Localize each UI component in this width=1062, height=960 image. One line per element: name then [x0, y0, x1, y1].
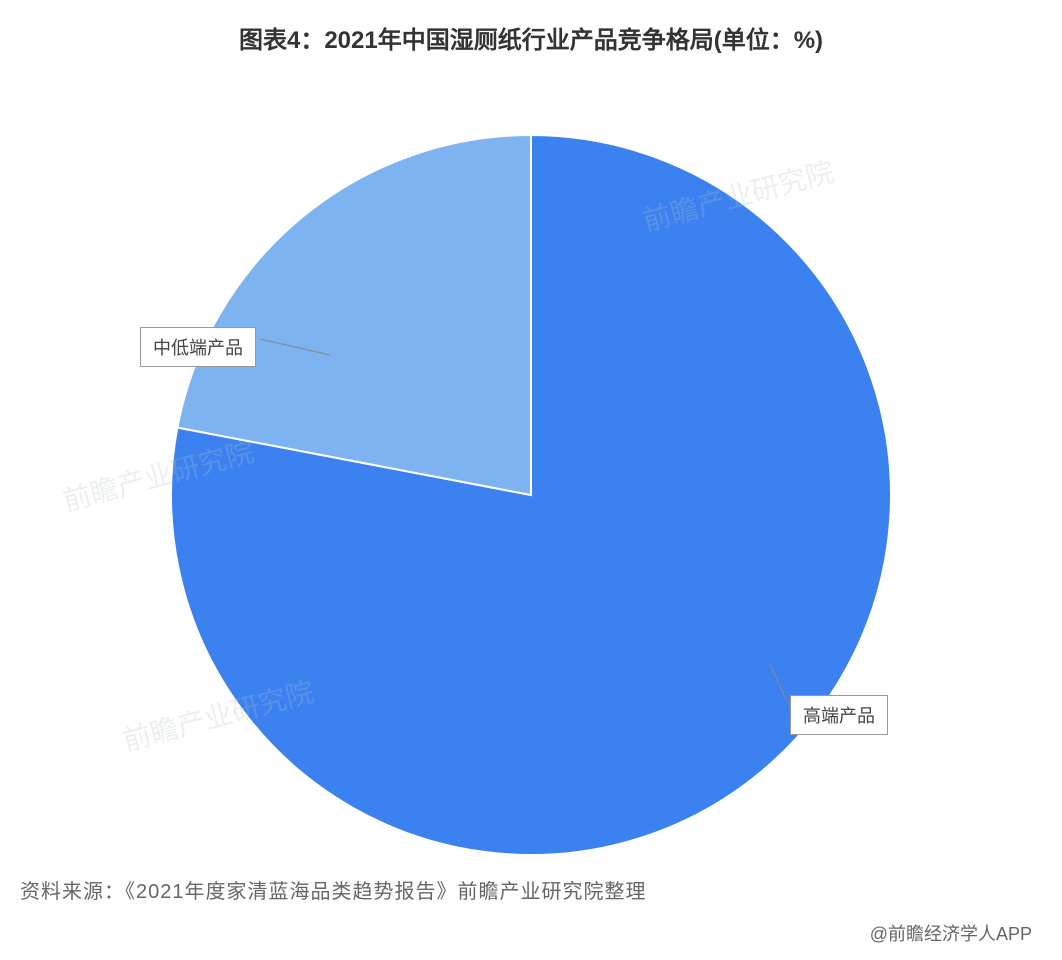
slice-label-high-end: 高端产品: [790, 695, 888, 735]
chart-container: 前瞻产业研究院 前瞻产业研究院 前瞻产业研究院 高端产品 中低端产品: [0, 55, 1062, 875]
pie-chart: [0, 55, 1062, 875]
chart-title: 图表4：2021年中国湿厕纸行业产品竞争格局(单位：%): [0, 0, 1062, 55]
source-text: 资料来源：《2021年度家清蓝海品类趋势报告》前瞻产业研究院整理: [0, 875, 1062, 904]
attribution-text: @前瞻经济学人APP: [0, 920, 1062, 946]
slice-label-mid-low-end: 中低端产品: [140, 327, 256, 367]
